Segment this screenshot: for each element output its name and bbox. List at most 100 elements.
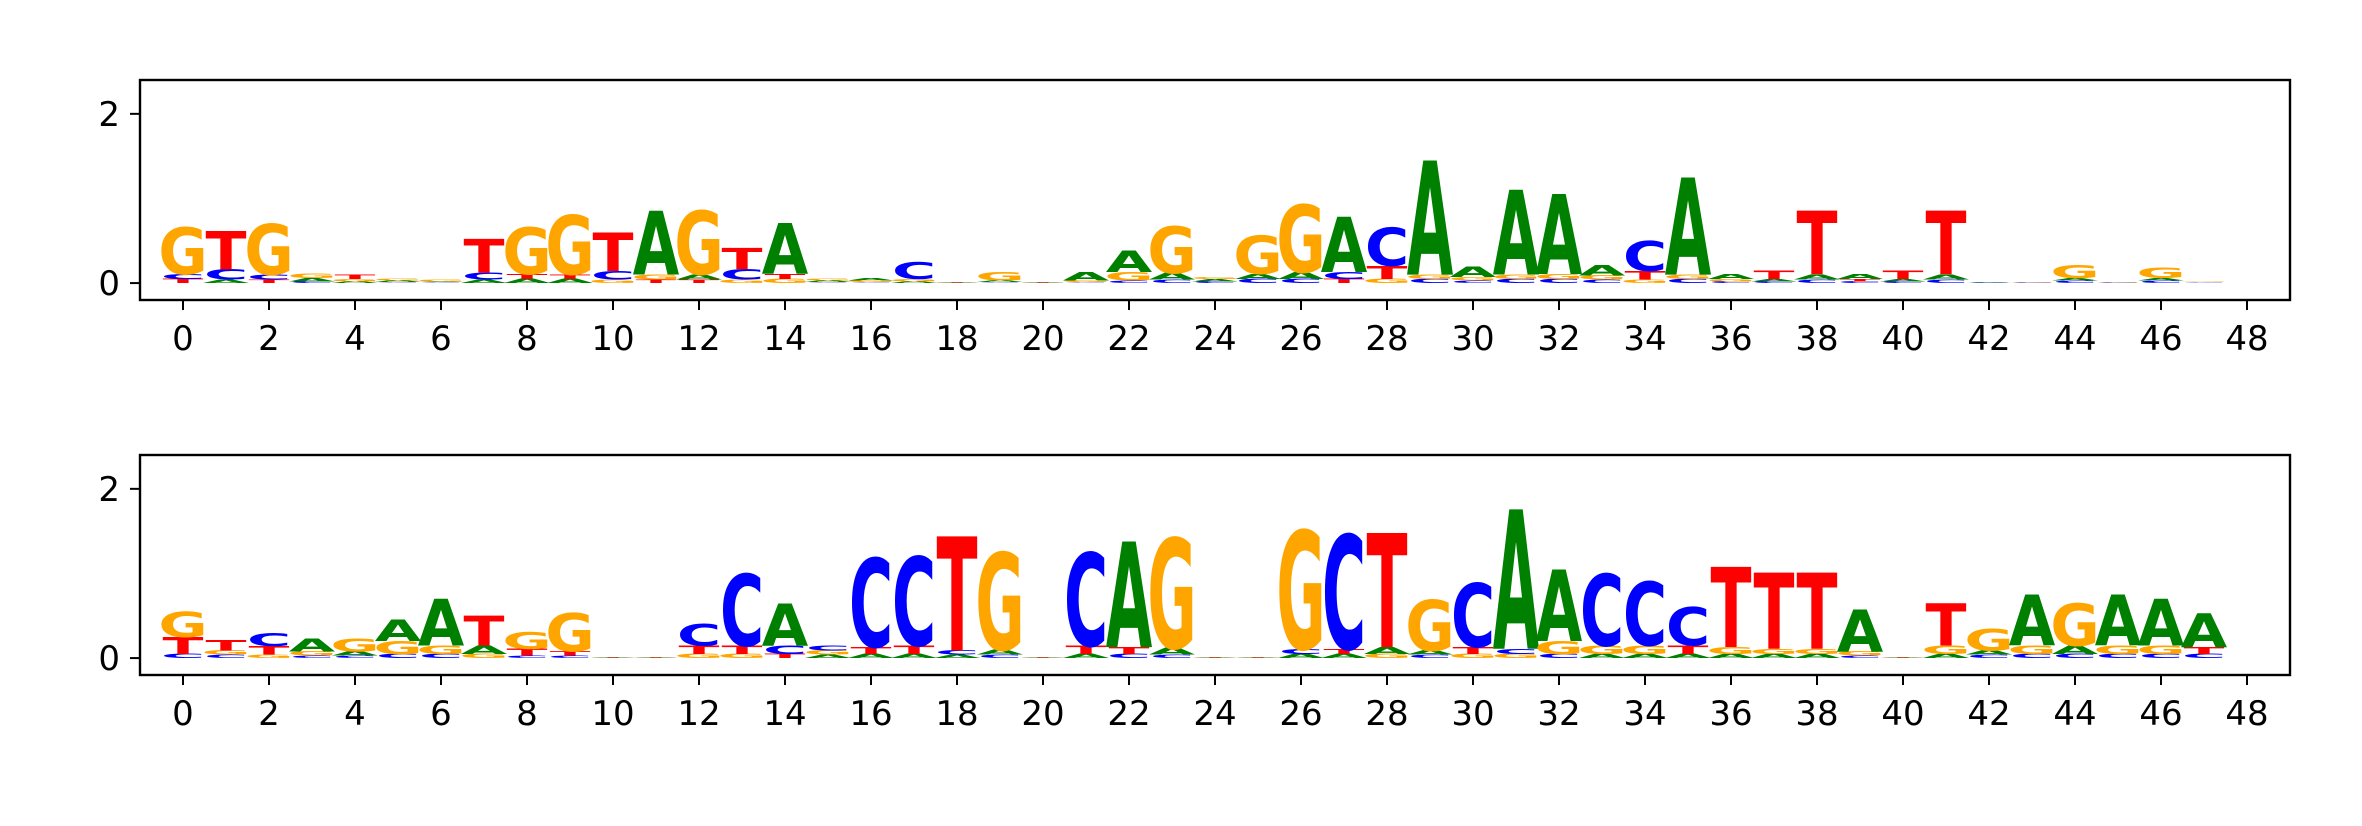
logo-letter-G-pos-5: G bbox=[373, 638, 422, 658]
logo-letter-T-pos-34: T bbox=[1625, 269, 1667, 282]
logo-letter-T-pos-41: T bbox=[1926, 194, 1967, 295]
logo-letter-C-pos-5: C bbox=[376, 282, 420, 283]
logo-letter-G-pos-26: G bbox=[1276, 187, 1325, 295]
logo-letter-A-pos-33: A bbox=[1579, 653, 1625, 660]
logo-letter-G-pos-28: G bbox=[1362, 278, 1411, 285]
logo-letter-T-pos-2: T bbox=[249, 279, 290, 284]
logo-letter-C-pos-15: C bbox=[806, 644, 850, 652]
logo-letter-T-pos-27: T bbox=[1324, 278, 1365, 285]
logo-letter-C-pos-1: C bbox=[204, 267, 248, 283]
logo-letter-G-pos-39: G bbox=[1835, 650, 1884, 657]
logo-letter-C-pos-9: C bbox=[548, 655, 592, 659]
logo-letter-G-pos-17: G bbox=[889, 278, 938, 282]
x-tick-label: 48 bbox=[2225, 694, 2268, 734]
logo-letter-C-pos-32: C bbox=[1537, 653, 1581, 660]
logo-letter-G-pos-4: G bbox=[330, 278, 379, 282]
logo-letter-G-pos-6: G bbox=[416, 643, 465, 656]
logo-letter-T-pos-13: T bbox=[722, 643, 764, 656]
logo-letter-C-pos-16: C bbox=[849, 534, 893, 676]
logo-letter-C-pos-47: C bbox=[2182, 653, 2226, 660]
logo-letter-A-pos-20: A bbox=[1020, 658, 1067, 659]
x-tick-label: 42 bbox=[1967, 319, 2010, 359]
logo-letter-C-pos-3: C bbox=[290, 655, 334, 659]
x-tick-label: 30 bbox=[1451, 319, 1494, 359]
logo-letter-A-pos-14: A bbox=[762, 591, 809, 659]
x-tick-label: 36 bbox=[1709, 694, 1752, 734]
logo-letter-C-pos-22: C bbox=[1107, 653, 1151, 660]
logo-letter-T-pos-18: T bbox=[937, 282, 978, 283]
logo-letter-T-pos-12: T bbox=[679, 643, 721, 656]
logo-letter-G-pos-19: G bbox=[975, 270, 1024, 283]
logo-letter-T-pos-10: T bbox=[593, 224, 635, 284]
x-tick-label: 42 bbox=[1967, 694, 2010, 734]
logo-letter-A-pos-25: A bbox=[1235, 273, 1281, 281]
x-tick-label: 16 bbox=[849, 694, 892, 734]
logo-letter-A-pos-3: A bbox=[289, 277, 336, 282]
logo-letter-A-pos-23: A bbox=[1149, 646, 1197, 657]
logo-letter-A-pos-35: A bbox=[1665, 653, 1711, 660]
logo-letter-A-pos-37: A bbox=[1751, 278, 1798, 282]
logo-letter-C-pos-37: C bbox=[1752, 281, 1796, 284]
logo-letter-A-pos-46: A bbox=[2138, 587, 2185, 661]
logo-letter-T-pos-47: T bbox=[2184, 645, 2226, 656]
logo-letter-C-pos-41: C bbox=[1924, 279, 1968, 284]
logo-letter-C-pos-43: C bbox=[2010, 283, 2054, 284]
logo-letter-A-pos-3: A bbox=[289, 636, 336, 656]
logo-letter-A-pos-19: A bbox=[977, 648, 1023, 656]
logo-letter-C-pos-23: C bbox=[1150, 654, 1194, 659]
x-tick-label: 0 bbox=[172, 694, 194, 734]
logo-letter-A-pos-27: A bbox=[1321, 653, 1367, 660]
logo-letter-C-pos-46: C bbox=[2139, 280, 2183, 284]
y-tick-label: 2 bbox=[98, 95, 120, 135]
logo-letter-C-pos-2: C bbox=[247, 273, 291, 281]
logo-letter-G-pos-12: G bbox=[674, 653, 723, 660]
logo-letter-G-pos-9: G bbox=[545, 604, 594, 664]
logo-letter-T-pos-13: T bbox=[722, 243, 763, 277]
logo-letter-T-pos-12: T bbox=[679, 279, 720, 284]
x-tick-label: 26 bbox=[1279, 319, 1322, 359]
logo-letter-C-pos-34: C bbox=[1623, 565, 1667, 666]
logo-letter-G-pos-29: G bbox=[1405, 274, 1454, 281]
x-tick-label: 18 bbox=[935, 694, 978, 734]
logo-letter-C-pos-31: C bbox=[1494, 648, 1538, 656]
logo-letter-A-pos-31: A bbox=[1493, 472, 1539, 695]
logo-letter-C-pos-21: C bbox=[1064, 282, 1108, 283]
logo-letter-C-pos-1: C bbox=[204, 654, 248, 659]
logo-letter-G-pos-19: G bbox=[975, 527, 1024, 682]
logo-letter-C-pos-2: C bbox=[247, 630, 291, 650]
logo-letter-T-pos-38: T bbox=[1797, 553, 1838, 674]
logo-letter-G-pos-37: G bbox=[1749, 648, 1798, 656]
logo-letter-G-pos-21: G bbox=[1061, 280, 1110, 283]
logo-letter-A-pos-24: A bbox=[1192, 278, 1239, 282]
logo-letter-G-pos-15: G bbox=[803, 649, 852, 656]
logo-letter-C-pos-21: C bbox=[1064, 526, 1108, 676]
logo-letter-T-pos-7: T bbox=[464, 608, 505, 655]
logo-letter-A-pos-33: A bbox=[1579, 263, 1626, 279]
logo-letter-C-pos-42: C bbox=[1967, 654, 2011, 659]
logo-letter-T-pos-28: T bbox=[1367, 263, 1408, 283]
logo-letter-G-pos-45: G bbox=[2093, 282, 2142, 283]
logo-letter-A-pos-40: A bbox=[1880, 278, 1927, 282]
logo-letter-C-pos-17: C bbox=[892, 533, 936, 675]
logo-letter-G-pos-2: G bbox=[244, 211, 293, 291]
logo-letter-C-pos-18: C bbox=[935, 649, 979, 656]
logo-letter-C-pos-33: C bbox=[1580, 555, 1624, 670]
logo-letter-A-pos-37: A bbox=[1751, 653, 1797, 660]
logo-letter-T-pos-11: T bbox=[636, 657, 677, 658]
logo-letter-C-pos-16: C bbox=[849, 282, 893, 283]
logo-letter-C-pos-8: C bbox=[505, 655, 549, 659]
logo-letter-T-pos-24: T bbox=[1195, 657, 1236, 658]
x-tick-label: 24 bbox=[1193, 319, 1236, 359]
logo-letter-G-pos-12: G bbox=[674, 194, 723, 295]
logo-letter-C-pos-40: C bbox=[1881, 281, 1925, 284]
axes-frame bbox=[138, 78, 2292, 302]
logo-letter-G-pos-0: G bbox=[158, 215, 207, 289]
logo-letter-G-pos-26: G bbox=[1276, 498, 1325, 688]
x-tick-label: 24 bbox=[1193, 694, 1236, 734]
logo-letter-A-pos-17: A bbox=[891, 653, 937, 660]
logo-letter-A-pos-42: A bbox=[1966, 282, 2013, 283]
logo-letter-A-pos-7: A bbox=[461, 279, 508, 284]
logo-letter-T-pos-8: T bbox=[507, 647, 549, 658]
